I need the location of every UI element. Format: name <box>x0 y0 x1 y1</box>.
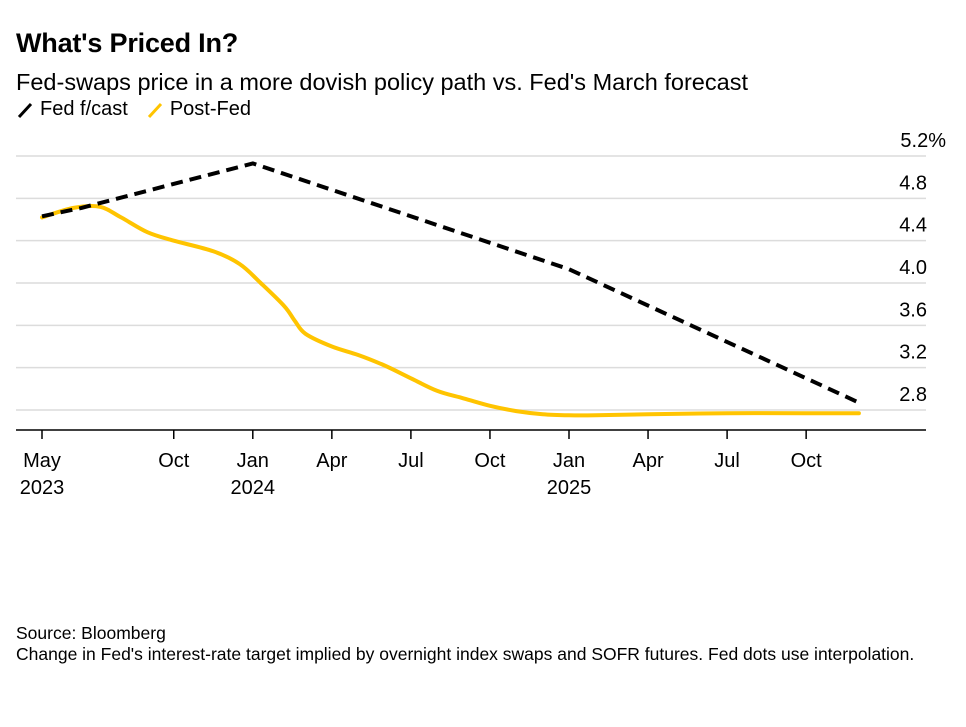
y-tick-label: 4.4 <box>899 215 927 237</box>
y-tick-label: 4.0 <box>899 257 927 279</box>
footer: Source: Bloomberg Change in Fed's intere… <box>16 623 946 665</box>
series-line-fed-forecast <box>41 161 860 405</box>
methodology-note: Change in Fed's interest-rate target imp… <box>16 644 915 664</box>
y-tick-label: 4.8 <box>899 172 927 194</box>
legend-item-fed-forecast: Fed f/cast <box>16 98 128 121</box>
y-axis-labels: 2.8 3.2 3.6 4.0 4.4 4.8 5.2% <box>899 130 946 406</box>
x-tick-label: Oct <box>791 450 823 472</box>
x-tick-label: Jul <box>714 450 740 472</box>
x-tick-label: Apr <box>316 450 347 472</box>
legend-swatch-post-fed <box>147 102 162 118</box>
legend: Fed f/cast Post-Fed <box>16 98 269 121</box>
legend-label-fed-forecast: Fed f/cast <box>40 98 128 120</box>
x-tick-label: Apr <box>632 450 663 472</box>
gridlines <box>16 155 926 411</box>
legend-swatch-fed-forecast <box>17 102 33 118</box>
legend-label-post-fed: Post-Fed <box>169 98 251 120</box>
y-tick-label: 2.8 <box>899 384 927 406</box>
x-tick-label: Jul <box>398 450 424 472</box>
source-note: Source: Bloomberg <box>16 623 166 643</box>
legend-item-post-fed: Post-Fed <box>146 98 251 121</box>
x-tick-year-label: 2024 <box>231 477 276 499</box>
chart-title: What's Priced In? <box>16 28 239 58</box>
x-tick-label: Jan <box>237 450 269 472</box>
x-tick-year-label: 2025 <box>547 477 592 499</box>
x-tick-label: May <box>23 450 61 472</box>
x-tick-label: Jan <box>553 450 585 472</box>
series-lines <box>40 161 861 418</box>
x-tick-label: Oct <box>474 450 506 472</box>
chart-subtitle: Fed-swaps price in a more dovish policy … <box>16 69 748 95</box>
x-axis: May 2023 Oct Jan 2024 Apr Jul Oct Jan 2025 Apr Jul O… <box>16 429 926 499</box>
x-tick-label: Oct <box>158 450 190 472</box>
x-tick-year-label: 2023 <box>20 477 65 499</box>
y-tick-label: 3.6 <box>899 299 927 321</box>
line-chart: 2.8 3.2 3.6 4.0 4.4 4.8 5.2% May 2023 Oct Jan 2024… <box>16 130 946 499</box>
y-tick-label: 3.2 <box>899 342 927 364</box>
series-line-post-fed <box>40 203 861 418</box>
y-tick-label: 5.2% <box>900 130 946 152</box>
